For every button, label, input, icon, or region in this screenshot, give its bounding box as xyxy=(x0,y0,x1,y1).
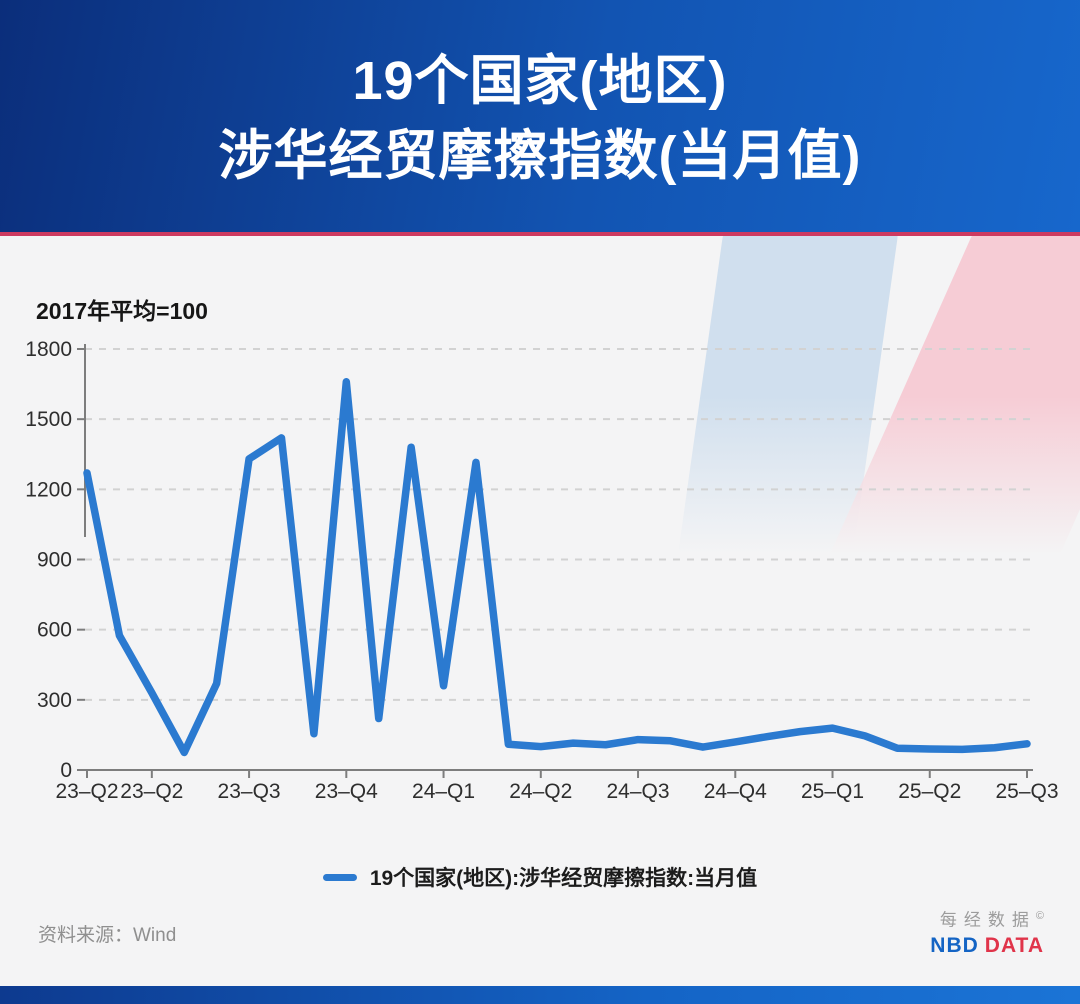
page-title-line1: 19个国家(地区) xyxy=(352,51,728,111)
x-tick-label: 24–Q3 xyxy=(607,780,670,803)
nbd-logo-chinese: 每经数据© xyxy=(930,905,1044,932)
nbd-logo-data: DATA xyxy=(984,933,1044,957)
y-tick-label: 1200 xyxy=(25,478,72,501)
copyright-mark: © xyxy=(1035,910,1044,922)
chart-legend: 19个国家(地区):涉华经贸摩擦指数:当月值 xyxy=(0,860,1080,894)
x-tick-label: 23–Q3 xyxy=(218,780,281,803)
legend-label: 19个国家(地区):涉华经贸摩擦指数:当月值 xyxy=(369,867,758,890)
axis-unit-note: 2017年平均=100 xyxy=(36,298,208,324)
legend-line-swatch xyxy=(322,873,357,881)
y-tick-label: 1500 xyxy=(25,408,72,431)
y-tick-label: 600 xyxy=(37,619,72,642)
nbd-logo-nbd: NBD xyxy=(930,933,979,957)
y-tick-label: 300 xyxy=(37,689,72,712)
x-tick-label: 23–Q2 xyxy=(55,780,118,803)
bottom-accent-bar xyxy=(0,986,1080,1004)
nbd-logo: 每经数据© NBD DATA xyxy=(930,905,1044,959)
x-tick-label: 24–Q2 xyxy=(509,780,572,803)
header-banner: 19个国家(地区) 涉华经贸摩擦指数(当月值) xyxy=(0,0,1080,232)
x-tick-label: 23–Q4 xyxy=(315,780,378,803)
line-chart: 0 300 600 900 1200 1500 1800 23–Q2 23–Q2 23–Q3 23–… xyxy=(25,338,1058,803)
x-tick-label: 25–Q3 xyxy=(995,780,1058,803)
x-tick-label: 25–Q1 xyxy=(801,780,864,803)
y-tick-label: 1800 xyxy=(25,338,72,361)
y-tick-label: 900 xyxy=(37,549,72,572)
y-tick-label: 0 xyxy=(60,759,72,782)
page-title-line2: 涉华经贸摩擦指数(当月值) xyxy=(218,126,862,186)
header-divider xyxy=(0,232,1080,236)
trend-line xyxy=(83,377,1031,757)
x-tick-label: 25–Q2 xyxy=(898,780,961,803)
x-tick-label: 23–Q2 xyxy=(120,780,183,803)
decorative-shapes xyxy=(0,236,1080,576)
x-tick-label: 24–Q1 xyxy=(412,780,475,803)
nbd-logo-english: NBD DATA xyxy=(930,932,1044,959)
decorative-fade xyxy=(580,396,1080,576)
data-source: 资料来源：Wind xyxy=(38,925,177,946)
x-tick-label: 24–Q4 xyxy=(704,780,767,803)
nbd-logo-chinese-text: 每经数据 xyxy=(939,910,1036,930)
